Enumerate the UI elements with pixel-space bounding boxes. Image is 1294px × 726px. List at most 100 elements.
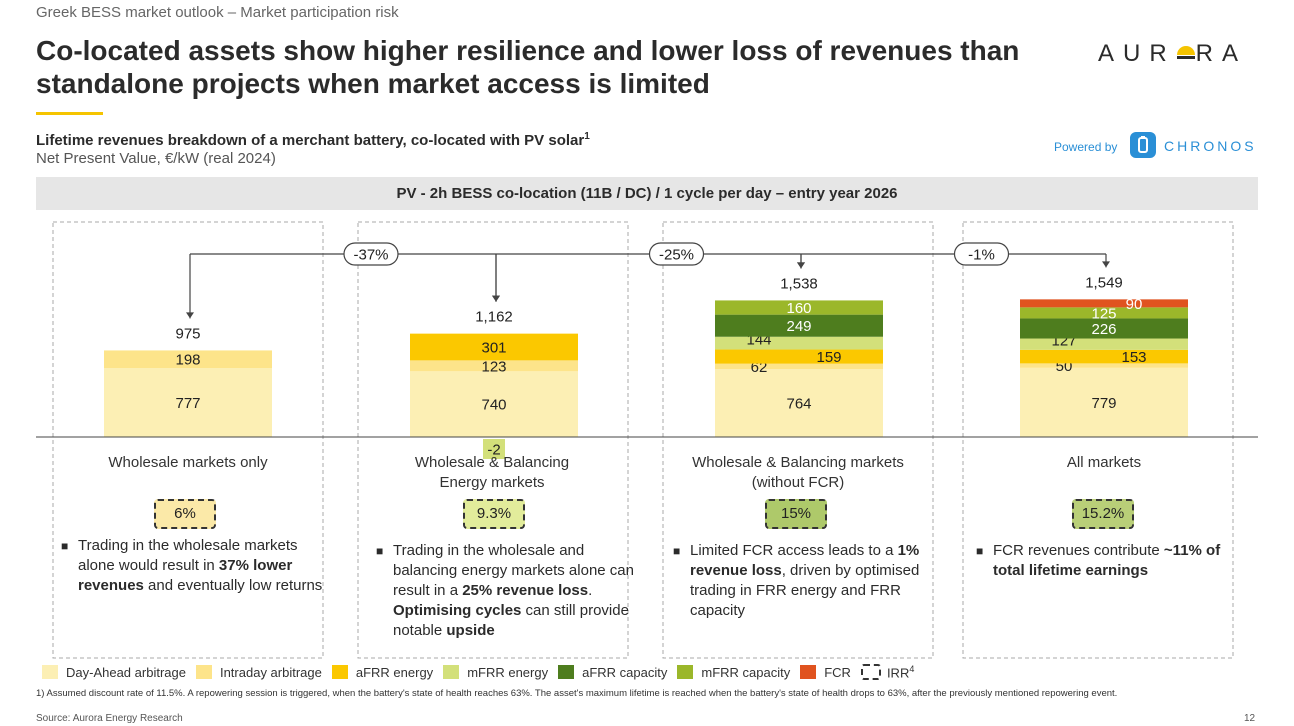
legend-label: FCR: [824, 664, 851, 680]
logo-text-left: AUR: [1098, 40, 1176, 67]
note-text: , driven by optimised trading in FRR ene…: [690, 562, 920, 619]
bar-segment: [1020, 299, 1188, 308]
note-text: and eventually low returns: [143, 577, 323, 594]
legend-label-irr-text: IRR: [886, 665, 910, 681]
comparison-label: -25%: [659, 247, 694, 264]
data-label: 198: [175, 352, 200, 369]
footnote-ref: 4: [909, 664, 915, 674]
legend-swatch: [558, 665, 575, 680]
legend-item: FCR: [800, 665, 851, 680]
data-label: 153: [1121, 349, 1146, 366]
panel-note-1: ■ Trading in the wholesale markets alone …: [61, 536, 323, 596]
comparison-label: -37%: [353, 247, 388, 264]
panel-note-4: ■ FCR revenues contribute ~11% of total l…: [976, 541, 1238, 581]
legend-swatch: [800, 665, 817, 680]
legend-label: aFRR energy: [355, 664, 434, 680]
comparison-pill: [648, 242, 705, 266]
panel-label-1-line1: Wholesale markets only: [108, 454, 268, 471]
bullet-icon: ■: [673, 544, 681, 558]
data-label: 740: [481, 397, 506, 414]
irr-badge: 15.2%: [1072, 499, 1134, 529]
note-emphasis: Optimising cycles: [393, 602, 522, 619]
comparison-pill: [953, 242, 1010, 266]
bullet-icon: ■: [61, 539, 69, 553]
bar-segment: [104, 350, 272, 369]
arrow-head: [492, 295, 500, 302]
bar-segment: [715, 300, 883, 315]
legend-label: mFRR capacity: [701, 664, 791, 680]
legend-label: mFRR energy: [467, 664, 549, 680]
note-text: Limited FCR access leads to a: [690, 542, 898, 559]
note-text: .: [588, 582, 593, 599]
bullet-icon: ■: [976, 544, 984, 558]
legend-item: mFRR capacity: [677, 665, 790, 680]
data-label: -2: [487, 442, 500, 459]
logo-text-right: RA: [1195, 40, 1248, 67]
note-emphasis: ~11% of total lifetime earnings: [993, 542, 1221, 579]
kicker: Greek BESS market outlook – Market parti…: [36, 4, 399, 21]
total-label: 975: [175, 325, 200, 342]
legend-swatch: [195, 665, 212, 680]
panel-label-2-line2: Energy markets: [439, 474, 545, 491]
data-label: 226: [1091, 321, 1116, 338]
data-label: 249: [786, 318, 811, 335]
legend-swatch: [677, 665, 694, 680]
bar-segment: [410, 333, 578, 361]
bar-segment: [410, 360, 578, 372]
data-label: 764: [786, 396, 811, 413]
legend-label: Day-Ahead arbitrage: [66, 664, 186, 680]
panel-label-2-line1: Wholesale & Balancing: [414, 454, 570, 471]
legend-swatch-irr: [860, 664, 881, 681]
page-number: 12: [1244, 713, 1256, 724]
scenario-banner: PV - 2h BESS co-location (11B / DC) / 1 …: [36, 177, 1258, 210]
bar-segment: [715, 314, 883, 337]
footnote: 1) Assumed discount rate of 11.5%. A rep…: [36, 688, 1118, 699]
bullet-icon: ■: [376, 544, 384, 558]
legend-label: aFRR capacity: [582, 664, 668, 680]
bar-segment: [1020, 363, 1188, 368]
note-text: can still provide notable: [393, 602, 629, 639]
bar-segment: [1020, 367, 1188, 437]
panel-frame: [52, 221, 324, 659]
data-label: 123: [481, 358, 506, 375]
panel-label-3: Wholesale & Balancing markets (without F…: [668, 453, 928, 493]
powered-by: Powered by: [1054, 140, 1118, 154]
note-emphasis: 25% revenue loss: [462, 582, 589, 599]
bar-segment: [715, 363, 883, 370]
panel-note-3: ■ Limited FCR access leads to a 1% revenu…: [673, 541, 935, 621]
comparison-label: -1%: [968, 247, 995, 264]
panel-label-4-line1: All markets: [1066, 454, 1142, 471]
data-label: 777: [175, 395, 200, 412]
total-label: 1,538: [780, 275, 818, 292]
bar-segment: [1020, 338, 1188, 350]
legend-swatch: [331, 665, 348, 680]
chronos-icon: [1130, 132, 1156, 158]
legend-item: aFRR capacity: [558, 665, 667, 680]
data-label: 301: [481, 340, 506, 357]
chart-subtitle: Lifetime revenues breakdown of a merchan…: [36, 131, 590, 149]
panel-label-2: Wholesale & Balancing Energy markets: [362, 453, 622, 493]
note-emphasis: 1% revenue loss: [690, 542, 920, 579]
irr-badge: 15%: [765, 499, 827, 529]
legend-item: Day-Ahead arbitrage: [42, 665, 186, 680]
bar-segment: [715, 336, 883, 350]
chart-unit: Net Present Value, €/kW (real 2024): [36, 150, 276, 167]
legend-label-irr: IRR4: [887, 664, 914, 680]
bar-segment: [1020, 307, 1188, 319]
note-text: FCR revenues contribute: [993, 542, 1164, 559]
legend-item: aFRR energy: [331, 664, 434, 680]
legend-item-irr: IRR4: [860, 664, 914, 681]
bar-segment: [1020, 318, 1188, 339]
irr-badge: 9.3%: [463, 499, 525, 529]
chronos-brand: CHRONOS: [1164, 138, 1257, 154]
panel-label-3-line1: Wholesale & Balancing markets: [692, 454, 904, 471]
source: Source: Aurora Energy Research: [36, 713, 183, 724]
arrow-head: [186, 312, 194, 319]
legend-item: mFRR energy: [443, 665, 548, 680]
panel-label-4: All markets: [974, 453, 1234, 473]
arrow-head: [797, 262, 805, 269]
legend-swatch: [443, 665, 460, 680]
data-label: 90: [1126, 296, 1143, 313]
note-emphasis: upside: [446, 622, 495, 639]
irr-badge: 6%: [154, 499, 216, 529]
